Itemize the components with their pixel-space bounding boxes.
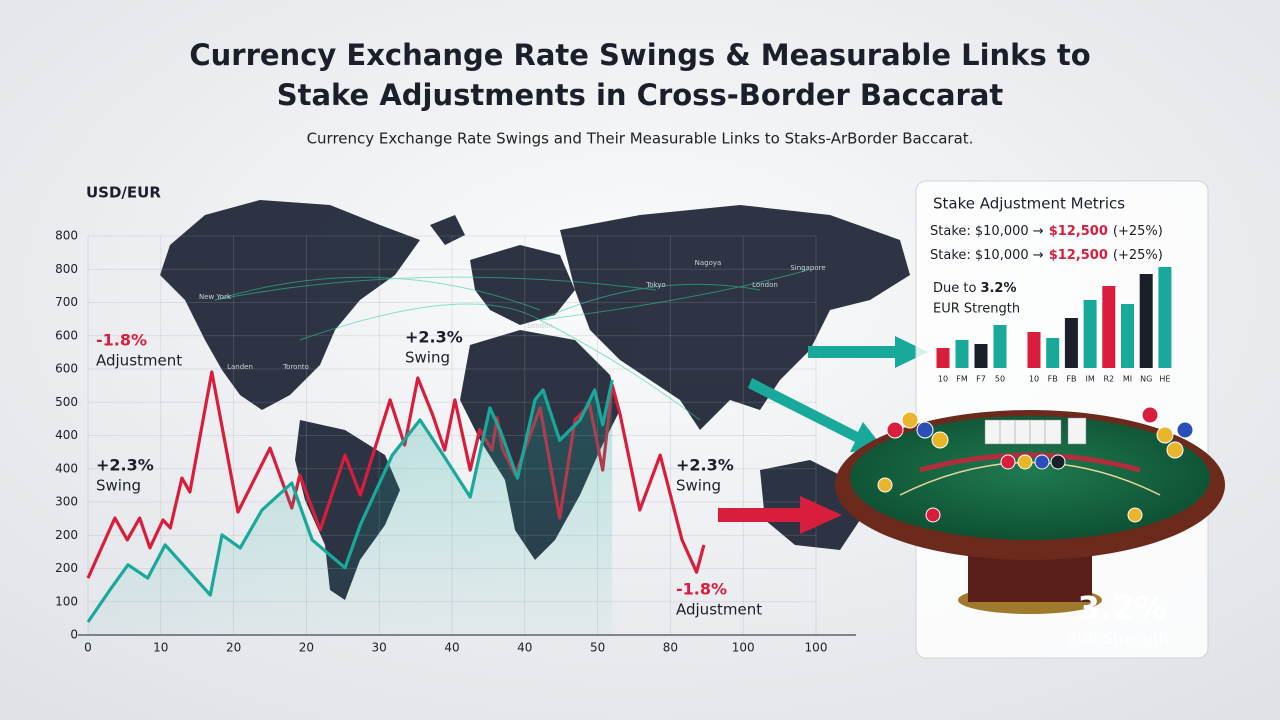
y-tick-label: 400 bbox=[55, 461, 78, 475]
x-tick-label: 40 bbox=[517, 641, 532, 655]
stake-new: $12,500 bbox=[1049, 224, 1108, 239]
mini-bar bbox=[936, 348, 950, 368]
mini-bar-label: NG bbox=[1140, 375, 1152, 384]
y-tick-label: 600 bbox=[55, 362, 78, 376]
y-tick-label: 500 bbox=[55, 395, 78, 409]
mini-bar-label: MI bbox=[1123, 375, 1132, 384]
annotation-label: Adjustment bbox=[676, 601, 762, 619]
y-tick-label: 200 bbox=[55, 528, 78, 542]
mini-bar-label: FM bbox=[956, 375, 968, 384]
mini-bar-label: IM bbox=[1085, 375, 1094, 384]
mini-bar bbox=[993, 325, 1007, 368]
y-tick-label: 200 bbox=[55, 561, 78, 575]
annotation-label: Adjustment bbox=[96, 352, 182, 370]
mini-bar-label: 50 bbox=[995, 375, 1005, 384]
arrows bbox=[718, 336, 928, 534]
annotation-value: -1.8% bbox=[676, 580, 727, 599]
connection-lines bbox=[214, 269, 809, 421]
city-label: New York bbox=[199, 293, 232, 301]
due-prefix: Due to bbox=[933, 281, 976, 296]
mini-bar-label: FB bbox=[1048, 375, 1058, 384]
mini-bar bbox=[1158, 267, 1172, 368]
y-tick-label: 300 bbox=[55, 495, 78, 509]
stake-line: Stake: $10,000 → $12,500 (+25%) bbox=[930, 248, 1163, 263]
city-label: London bbox=[527, 322, 553, 330]
mini-bar bbox=[1121, 304, 1134, 368]
arrow bbox=[718, 496, 842, 534]
mini-bar bbox=[955, 340, 969, 368]
baccarat-table bbox=[835, 406, 1225, 614]
y-tick-label: 800 bbox=[55, 262, 78, 276]
city-label: Tokyo bbox=[645, 281, 666, 289]
world-map bbox=[160, 200, 910, 600]
y-tick-label: 400 bbox=[55, 428, 78, 442]
mini-bar bbox=[1027, 332, 1041, 368]
y-axis-label: USD/EUR bbox=[86, 184, 161, 202]
mini-bar bbox=[974, 344, 988, 368]
mini-bar-label: R2 bbox=[1103, 375, 1114, 384]
y-tick-label: 800 bbox=[55, 229, 78, 243]
annotation-value: +2.3% bbox=[676, 456, 734, 475]
x-tick-label: 20 bbox=[299, 641, 314, 655]
big-label: EUR Strength bbox=[1068, 630, 1169, 648]
annotation-value: +2.3% bbox=[405, 328, 463, 347]
mini-bar-label: F7 bbox=[976, 375, 986, 384]
annotation-value: -1.8% bbox=[96, 331, 147, 350]
x-tick-label: 0 bbox=[84, 641, 92, 655]
line-series bbox=[86, 379, 614, 623]
y-tick-label: 600 bbox=[55, 328, 78, 342]
title-line: Stake Adjustments in Cross-Border Baccar… bbox=[277, 78, 1004, 112]
y-tick-label: 100 bbox=[55, 594, 78, 608]
mini-bar-label: 10 bbox=[1029, 375, 1039, 384]
x-tick-label: 10 bbox=[153, 641, 168, 655]
mini-bar bbox=[1064, 318, 1078, 368]
y-tick-label: 0 bbox=[70, 628, 78, 642]
line-area bbox=[88, 380, 613, 635]
annotation-label: Swing bbox=[676, 477, 721, 495]
metrics-content: Stake Adjustment Metrics Stake: $10,000 →… bbox=[930, 195, 1172, 384]
x-tick-label: 50 bbox=[590, 641, 605, 655]
line-chart: USD/EUR010020020030040040050060060070080… bbox=[55, 184, 856, 655]
mini-bar-label: FB bbox=[1066, 375, 1076, 384]
x-tick-label: 100 bbox=[732, 641, 755, 655]
annotation-label: Swing bbox=[96, 477, 141, 495]
annotation-label: Swing bbox=[405, 349, 450, 367]
mini-bar bbox=[1046, 338, 1060, 368]
mini-bar bbox=[1139, 274, 1153, 368]
y-tick-label: 700 bbox=[55, 295, 78, 309]
due-line: Due to 3.2% bbox=[933, 281, 1017, 296]
annotation-value: +2.3% bbox=[96, 456, 154, 475]
title-line: Currency Exchange Rate Swings & Measurab… bbox=[189, 38, 1090, 72]
x-tick-label: 20 bbox=[226, 641, 241, 655]
city-label: London bbox=[752, 281, 778, 289]
stake-prefix: Stake: $10,000 → bbox=[930, 248, 1044, 263]
due-value: 3.2% bbox=[980, 281, 1016, 296]
city-label: Landen bbox=[227, 363, 253, 371]
mini-bar-label: HE bbox=[1159, 375, 1170, 384]
big-value: 3.2% bbox=[1078, 589, 1167, 627]
mini-bar bbox=[1083, 300, 1097, 368]
stake-change: (+25%) bbox=[1113, 224, 1163, 239]
x-tick-label: 80 bbox=[663, 641, 678, 655]
stake-prefix: Stake: $10,000 → bbox=[930, 224, 1044, 239]
stake-new: $12,500 bbox=[1049, 248, 1108, 263]
stake-change: (+25%) bbox=[1113, 248, 1163, 263]
x-tick-label: 100 bbox=[805, 641, 828, 655]
city-label: Toronto bbox=[282, 363, 309, 371]
arrow bbox=[808, 336, 928, 368]
mini-bar-label: 10 bbox=[938, 375, 948, 384]
subtitle: Currency Exchange Rate Swings and Their … bbox=[307, 130, 974, 148]
city-label: Nagoya bbox=[695, 259, 722, 267]
arrow bbox=[748, 378, 885, 452]
city-label: Singapore bbox=[790, 264, 825, 272]
due-suffix: EUR Strength bbox=[933, 302, 1020, 317]
panel-title: Stake Adjustment Metrics bbox=[933, 195, 1125, 213]
mini-bar bbox=[1102, 286, 1116, 368]
stake-line: Stake: $10,000 → $12,500 (+25%) bbox=[930, 224, 1163, 239]
x-tick-label: 30 bbox=[372, 641, 387, 655]
x-tick-label: 40 bbox=[444, 641, 459, 655]
